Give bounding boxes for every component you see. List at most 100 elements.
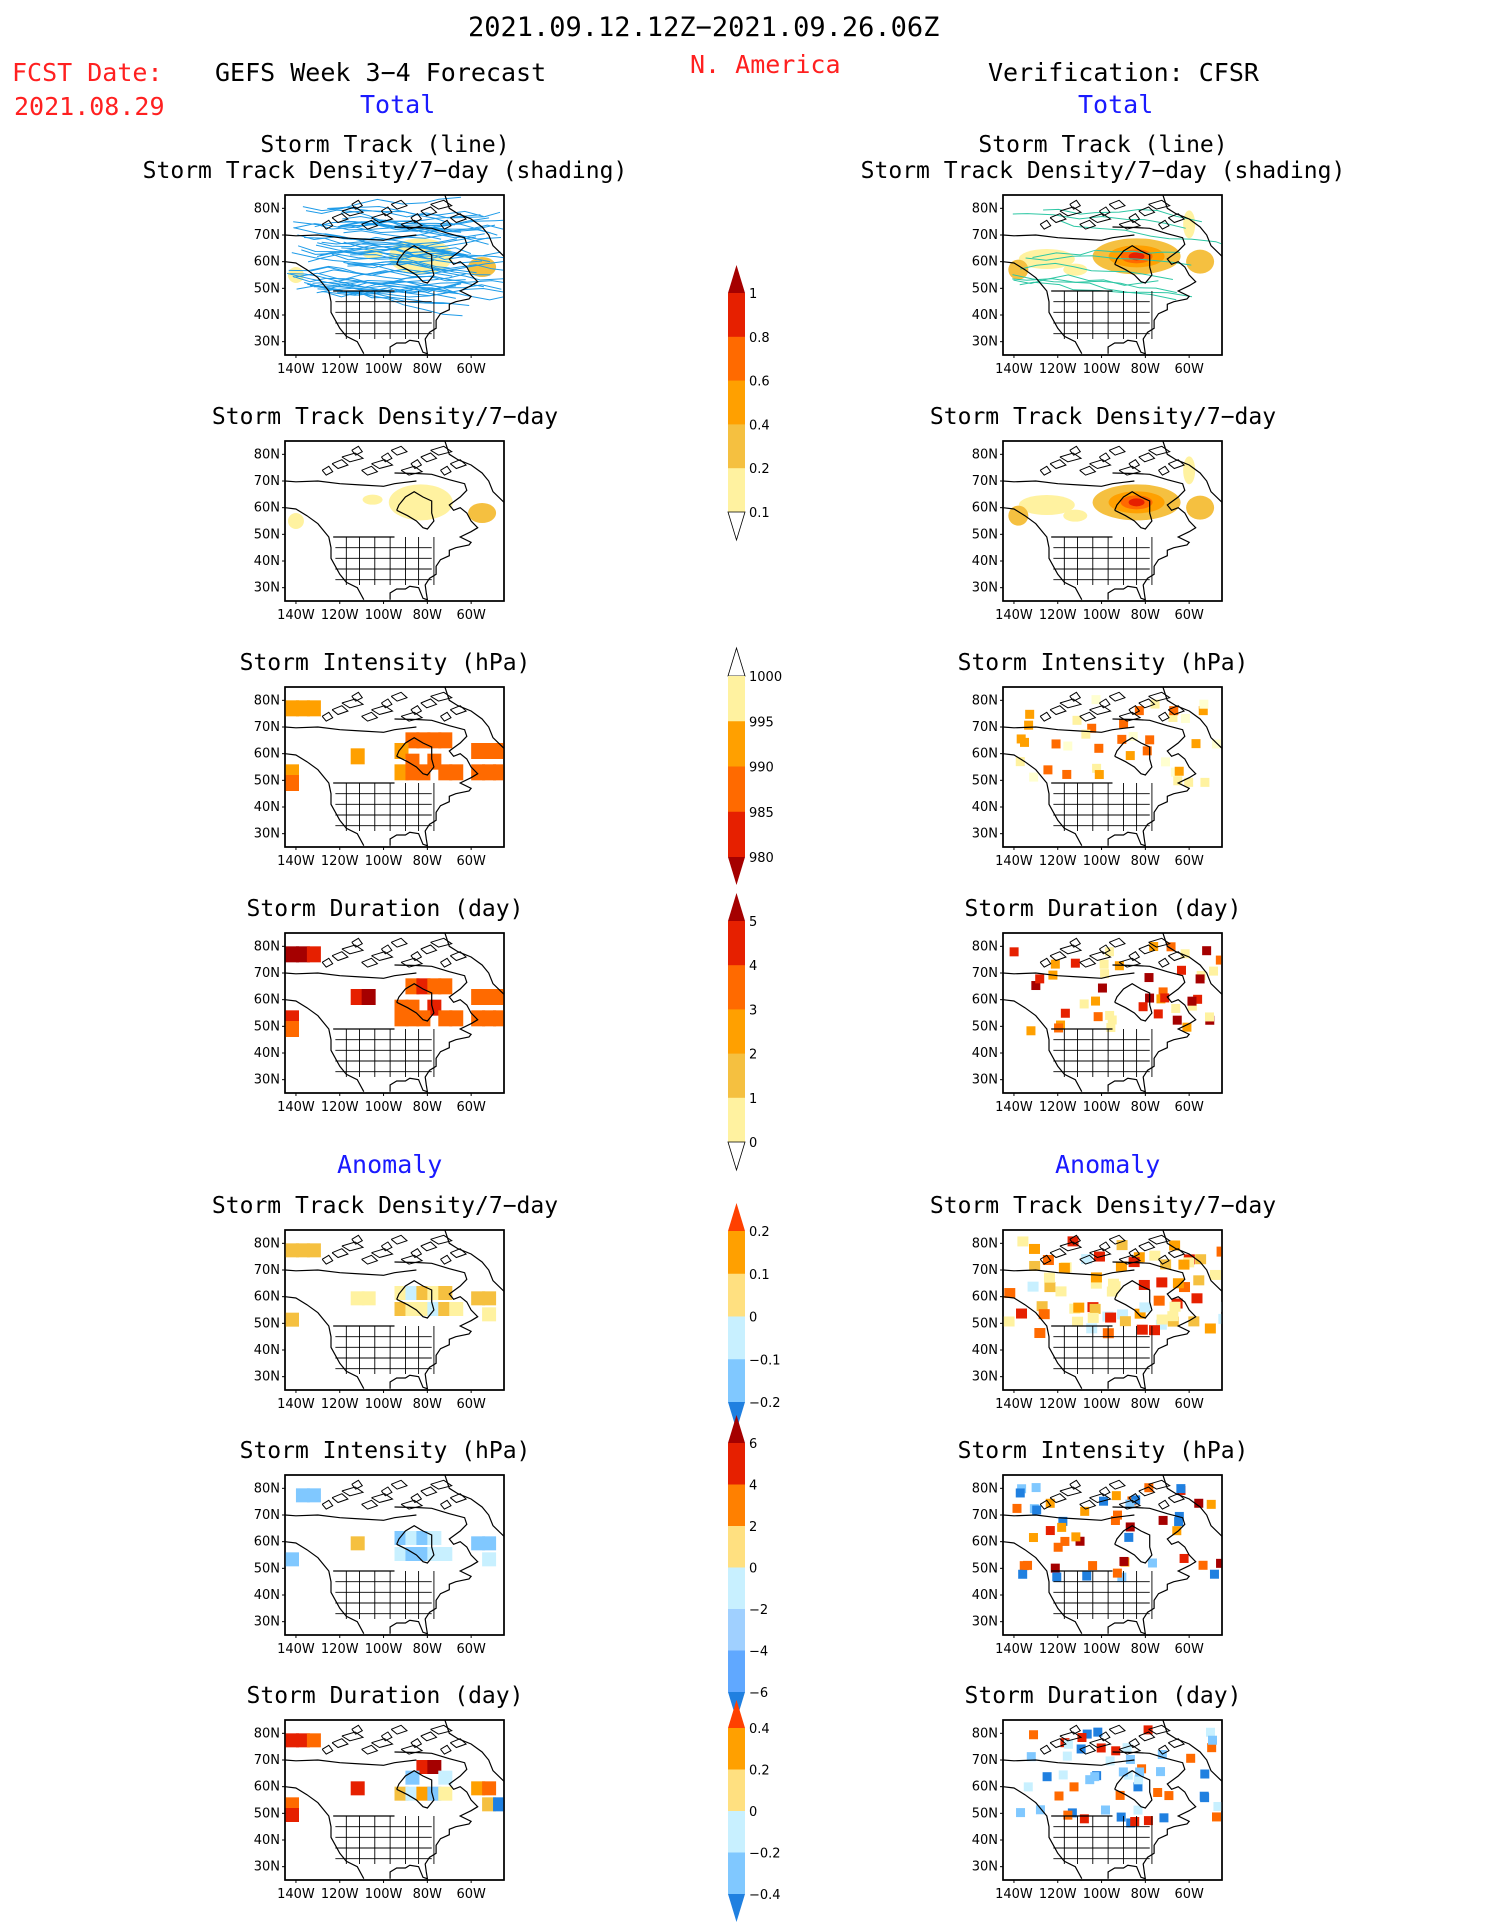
lat-tick-label: 40N (254, 308, 280, 323)
lat-tick-label: 70N (254, 228, 280, 243)
colorbar-label: 985 (749, 806, 774, 821)
lat-tick-label: 50N (972, 527, 998, 542)
map-panel-gefs-duration-anom: 80N 70N 60N 50N 40N 30N 140W 120W 100W 80W 60W (254, 1719, 505, 1902)
lat-tick-label: 30N (972, 1615, 998, 1630)
lat-tick-label: 80N (254, 201, 280, 216)
lat-tick-label: 60N (254, 747, 280, 762)
lon-tick-label: 60W (456, 854, 486, 869)
lon-tick-label: 140W (277, 1887, 315, 1902)
lon-tick-label: 140W (277, 1100, 315, 1115)
map-panel-cfsr-density-total: 80N 70N 60N 50N 40N 30N 140W 120W 100W 80W 60W (972, 440, 1223, 623)
lat-tick-label: 30N (254, 581, 280, 596)
lon-tick-label: 120W (1039, 1887, 1077, 1902)
lat-tick-label: 60N (254, 1290, 280, 1305)
total-right-label: Total (1078, 90, 1154, 119)
lon-tick-label: 100W (1083, 1100, 1121, 1115)
colorbar-label: 0.2 (749, 1764, 770, 1779)
lat-tick-label: 30N (972, 581, 998, 596)
map-panel-gefs-intensity-total: 80N 70N 60N 50N 40N 30N 140W 120W 100W 80W 60W (254, 686, 505, 869)
lat-tick-label: 80N (972, 447, 998, 462)
lon-tick-label: 140W (995, 854, 1033, 869)
lon-tick-label: 120W (321, 608, 359, 623)
lat-tick-label: 30N (254, 1615, 280, 1630)
title-cfsr-density: Storm Track Density/7−day (929, 404, 1277, 430)
map-panel-cfsr-density-anom: 80N 70N 60N 50N 40N 30N 140W 120W 100W 80W 60W (972, 1229, 1223, 1412)
lat-tick-label: 30N (972, 1370, 998, 1385)
lat-tick-label: 70N (254, 1508, 280, 1523)
verification-label: Verification: CFSR (988, 58, 1259, 87)
colorbar-label: 0.1 (749, 506, 770, 521)
colorbar-label: 4 (749, 959, 757, 974)
colorbar-label: 1000 (749, 670, 782, 685)
colorbar-duration-total: 5 4 3 2 1 0 (727, 893, 757, 1172)
lat-tick-label: 40N (254, 554, 280, 569)
map-panel-cfsr-track-total: 80N 70N 60N 50N 40N 30N 140W 120W 100W 80W 60W (972, 194, 1223, 377)
lat-tick-label: 50N (972, 1806, 998, 1821)
lat-tick-label: 30N (972, 1073, 998, 1088)
lon-tick-label: 120W (1039, 362, 1077, 377)
lat-tick-label: 50N (254, 1019, 280, 1034)
colorbar-label: −0.2 (749, 1847, 781, 1862)
lat-tick-label: 70N (972, 1263, 998, 1278)
colorbar-label: 5 (749, 915, 757, 930)
lat-tick-label: 60N (972, 501, 998, 516)
lat-tick-label: 80N (254, 939, 280, 954)
lat-tick-label: 60N (254, 1535, 280, 1550)
colorbar-intensity-total: 1000 995 990 985 980 (727, 646, 782, 885)
lon-tick-label: 80W (413, 1100, 443, 1115)
title-cfsr-intensity-anom: Storm Intensity (hPa) (957, 1438, 1249, 1464)
colorbar-label: −4 (749, 1645, 768, 1660)
lon-tick-label: 120W (321, 1397, 359, 1412)
lon-tick-label: 80W (413, 608, 443, 623)
lon-tick-label: 120W (321, 1887, 359, 1902)
lat-tick-label: 60N (972, 1535, 998, 1550)
lat-tick-label: 50N (972, 773, 998, 788)
lon-tick-label: 140W (277, 608, 315, 623)
title-gefs-track-line: Storm Track (line) (260, 132, 510, 158)
lat-tick-label: 40N (972, 554, 998, 569)
lon-tick-label: 140W (995, 1887, 1033, 1902)
region-label: N. America (690, 50, 841, 79)
lon-tick-label: 100W (365, 854, 403, 869)
lat-tick-label: 70N (972, 720, 998, 735)
lat-tick-label: 70N (254, 474, 280, 489)
title-gefs-intensity-anom: Storm Intensity (hPa) (239, 1438, 531, 1464)
lat-tick-label: 80N (972, 201, 998, 216)
title-cfsr-duration-anom: Storm Duration (day) (964, 1683, 1242, 1709)
lat-tick-label: 70N (972, 228, 998, 243)
lon-tick-label: 140W (995, 1100, 1033, 1115)
lon-tick-label: 80W (413, 362, 443, 377)
colorbar-intensity-anom: 6 4 2 0 −2 −4 −6 (728, 1415, 768, 1720)
lat-tick-label: 70N (254, 966, 280, 981)
lat-tick-label: 30N (254, 1073, 280, 1088)
lat-tick-label: 40N (254, 1046, 280, 1061)
colorbar-label: −0.1 (749, 1353, 781, 1368)
colorbar-label: 0 (749, 1136, 757, 1151)
lon-tick-label: 140W (995, 1642, 1033, 1657)
lat-tick-label: 70N (972, 1508, 998, 1523)
lon-tick-label: 80W (1131, 1887, 1161, 1902)
title-cfsr-track-shading: Storm Track Density/7−day (shading) (860, 158, 1346, 184)
colorbar-label: −6 (749, 1686, 768, 1701)
map-panel-cfsr-duration-anom: 80N 70N 60N 50N 40N 30N 140W 120W 100W 80W 60W (972, 1719, 1223, 1902)
lat-tick-label: 50N (254, 1561, 280, 1576)
lon-tick-label: 60W (1174, 608, 1204, 623)
lon-tick-label: 60W (1174, 854, 1204, 869)
lon-tick-label: 120W (321, 854, 359, 869)
lon-tick-label: 100W (365, 1887, 403, 1902)
lon-tick-label: 100W (1083, 608, 1121, 623)
colorbar-label: 980 (749, 851, 774, 866)
lon-tick-label: 140W (277, 1642, 315, 1657)
lon-tick-label: 80W (413, 1642, 443, 1657)
lat-tick-label: 60N (254, 993, 280, 1008)
lon-tick-label: 100W (1083, 1887, 1121, 1902)
colorbar-label: 2 (749, 1048, 757, 1063)
lon-tick-label: 120W (1039, 608, 1077, 623)
lon-tick-label: 120W (321, 1642, 359, 1657)
lat-tick-label: 80N (972, 693, 998, 708)
lon-tick-label: 140W (277, 1397, 315, 1412)
lat-tick-label: 70N (972, 1753, 998, 1768)
lon-tick-label: 60W (1174, 1100, 1204, 1115)
colorbar-label: 0.4 (749, 418, 770, 433)
